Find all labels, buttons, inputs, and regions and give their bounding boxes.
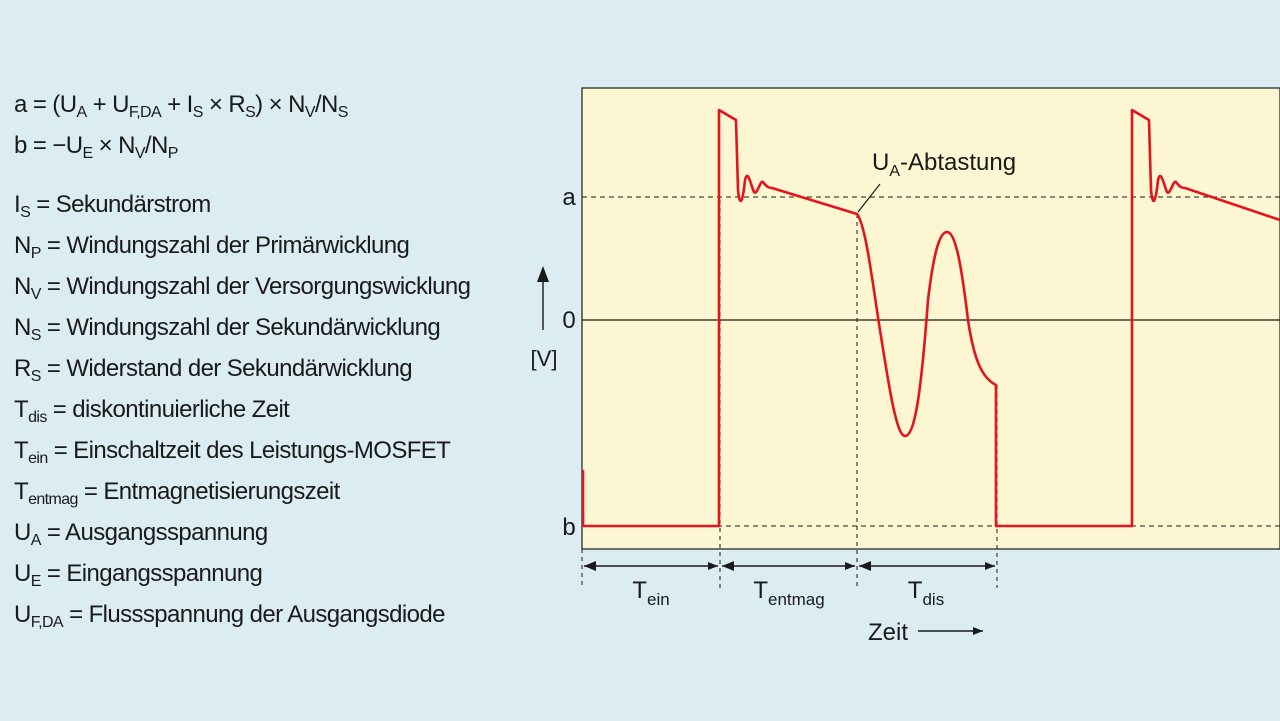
y-unit-label: [V] (531, 346, 558, 371)
interval-label-dis: Tdis (908, 577, 944, 609)
subscript: S (337, 104, 349, 121)
subscript: A (76, 104, 87, 121)
subscript: V (30, 286, 42, 303)
interval-label-ein: Tein (632, 577, 669, 609)
subscript: V (134, 145, 146, 162)
sample-label: UA-Abtastung (872, 149, 1016, 180)
definition-ua: UA = Ausgangsspannung (14, 519, 268, 549)
definition-ns: NS = Windungszahl der Sekundärwicklung (14, 314, 441, 344)
definition-tdis: Tdis = diskontinuierliche Zeit (14, 396, 290, 426)
definition-nv: NV = Windungszahl der Versorgungswicklun… (14, 273, 471, 303)
subscript: dis (28, 409, 47, 426)
definition-ue: UE = Eingangsspannung (14, 560, 263, 590)
definition-is: IS = Sekundärstrom (14, 191, 211, 221)
subscript: S (245, 104, 256, 121)
subscript: S (20, 204, 31, 221)
subscript: S (192, 104, 204, 121)
formula-b: b = −UE × NV/NP (14, 132, 179, 162)
subscript: F,DA (128, 104, 162, 121)
subscript: P (30, 245, 42, 262)
subscript: ein (28, 450, 48, 467)
x-axis-label: Zeit (868, 619, 908, 646)
subscript: E (82, 145, 93, 162)
subscript: S (30, 368, 42, 385)
subscript: F,DA (30, 614, 64, 631)
formula-list: a = (UA + UF,DA + IS × RS) × NV/NS b = −U… (14, 84, 524, 166)
subscript: entmag (28, 491, 78, 508)
plot-panel (581, 87, 1280, 550)
definition-tein: Tein = Einschaltzeit des Leistungs-MOSFE… (14, 437, 451, 467)
subscript: E (30, 573, 42, 590)
subscript: S (30, 327, 42, 344)
y-axis-arrow (537, 266, 549, 330)
definition-rs: RS = Widerstand der Sekundärwicklung (14, 355, 413, 385)
level-b-label: b (562, 514, 575, 541)
interval-arrowheads-left (584, 561, 871, 571)
formula-a: a = (UA + UF,DA + IS × RS) × NV/NS (14, 91, 349, 121)
level-zero-label: 0 (562, 307, 575, 334)
legend: a = (UA + UF,DA + IS × RS) × NV/NS b = −U… (14, 84, 524, 635)
definition-list: IS = Sekundärstrom NP = Windungszahl der … (14, 184, 524, 635)
definition-np: NP = Windungszahl der Primärwicklung (14, 232, 410, 262)
level-a-label: a (562, 184, 576, 211)
subscript: A (30, 532, 42, 549)
sample-pointer (857, 183, 881, 213)
definition-ufda: UF,DA = Flussspannung der Ausgangsdiode (14, 601, 446, 631)
subscript: V (304, 104, 316, 121)
drain-voltage-waveform (582, 108, 1280, 528)
definition-tentmag: Tentmag = Entmagnetisierungszeit (14, 478, 340, 508)
subscript: P (167, 145, 179, 162)
interval-label-entmag: Tentmag (753, 577, 824, 609)
